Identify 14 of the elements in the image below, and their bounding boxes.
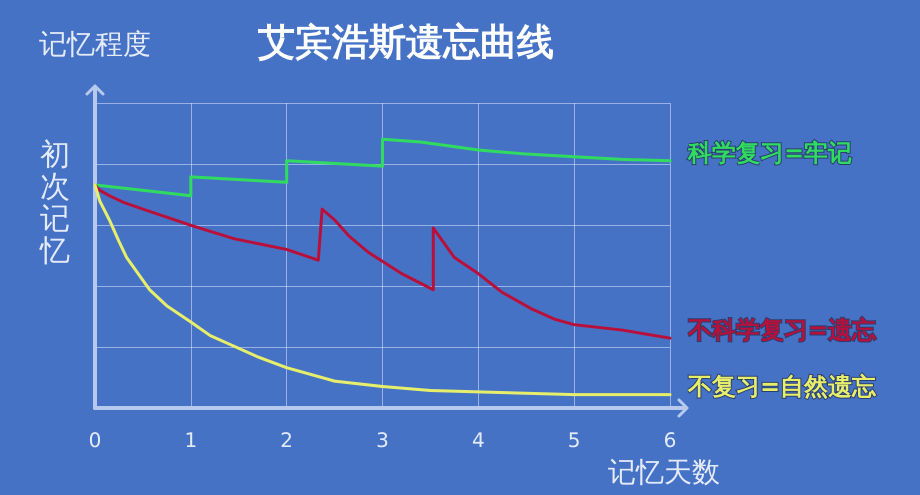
x-tick-label: 0: [88, 428, 102, 452]
annotation: 初次记忆: [39, 137, 70, 268]
y-axis-title: 记忆程度: [39, 28, 151, 60]
x-tick-label: 5: [568, 428, 581, 452]
x-tick-label: 4: [472, 428, 485, 452]
x-tick-label: 2: [280, 428, 294, 452]
series-label: 科学复习=牢记: [687, 138, 852, 167]
x-tick-label: 6: [664, 428, 676, 452]
chart-title: 艾宾浩斯遗忘曲线: [258, 20, 554, 64]
x-tick-label: 1: [184, 428, 198, 452]
x-axis-title: 记忆天数: [608, 456, 720, 488]
series-label: 不复习=自然遗忘: [687, 372, 878, 401]
x-tick-label: 3: [376, 428, 389, 452]
series-label: 不科学复习=遗忘: [687, 316, 878, 344]
